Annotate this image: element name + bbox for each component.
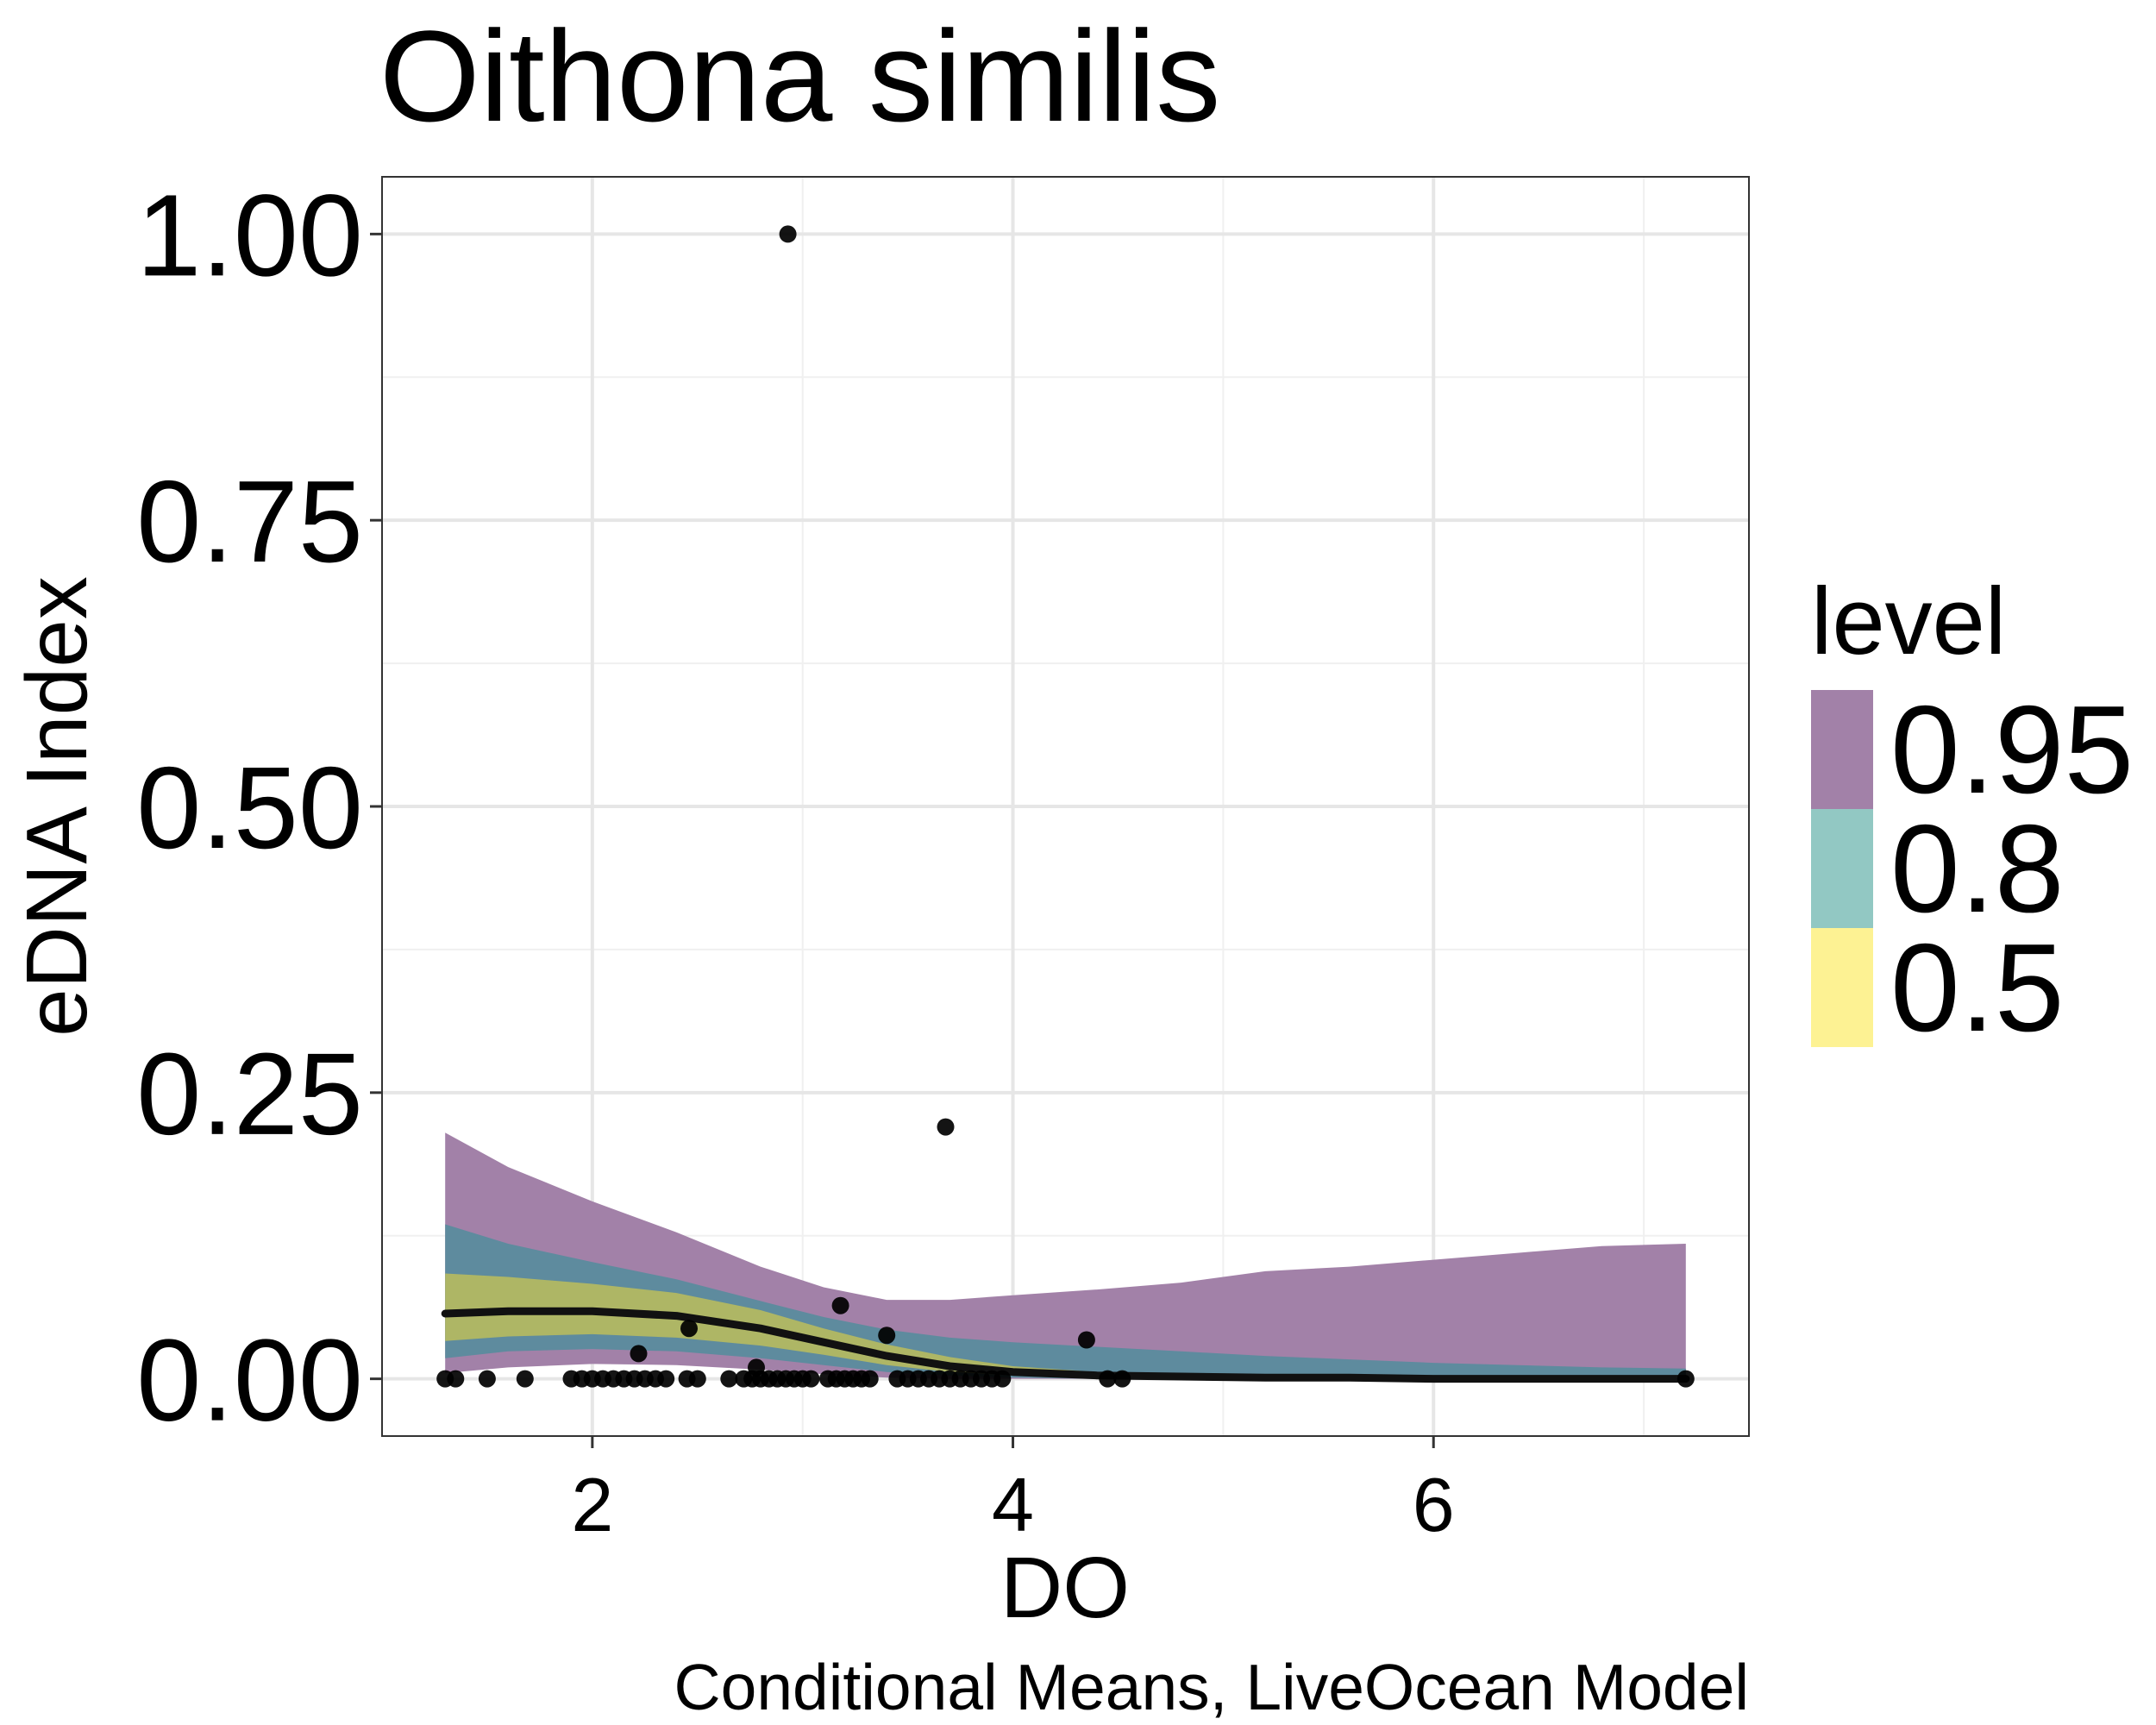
legend-label: 0.5 <box>1890 918 2065 1057</box>
y-tick-label: 0.00 <box>136 1315 363 1446</box>
data-point <box>1677 1370 1695 1388</box>
data-point <box>688 1370 706 1388</box>
data-point <box>478 1370 496 1388</box>
data-point <box>630 1345 648 1363</box>
data-point <box>516 1370 534 1388</box>
legend-key-0-8 <box>1811 809 1873 928</box>
legend-label: 0.8 <box>1890 799 2065 938</box>
x-axis-ticks: 2 4 6 <box>571 1436 1455 1547</box>
chart-caption: Conditional Means, LiveOcean Model <box>674 1651 1749 1723</box>
data-point <box>937 1118 955 1136</box>
data-point <box>878 1327 896 1345</box>
observed-points <box>436 225 1695 1388</box>
data-point <box>720 1370 738 1388</box>
data-point <box>802 1370 820 1388</box>
data-point <box>447 1370 465 1388</box>
x-axis-label: DO <box>1000 1540 1130 1636</box>
data-point <box>779 225 797 243</box>
legend-title: level <box>1811 568 2006 674</box>
data-point <box>1113 1370 1131 1388</box>
y-tick-label: 0.75 <box>136 456 363 586</box>
y-tick-label: 0.50 <box>136 743 363 873</box>
y-axis-label: eDNA Index <box>9 576 105 1037</box>
x-tick-label: 6 <box>1413 1462 1455 1547</box>
y-tick-label: 1.00 <box>136 170 363 300</box>
legend-key-0-5 <box>1811 928 1873 1047</box>
y-axis-ticks: 0.00 0.25 0.50 0.75 1.00 <box>136 170 382 1446</box>
y-tick-label: 0.25 <box>136 1029 363 1159</box>
data-point <box>1077 1331 1095 1349</box>
data-point <box>861 1370 879 1388</box>
legend-key-0-95 <box>1811 690 1873 809</box>
data-point <box>993 1370 1012 1388</box>
data-point <box>657 1370 675 1388</box>
legend-label: 0.95 <box>1890 680 2134 819</box>
conditional-mean-line <box>441 1307 1690 1383</box>
data-point <box>1099 1370 1117 1388</box>
x-tick-label: 4 <box>992 1462 1034 1547</box>
legend: level 0.950.80.5 <box>1811 568 2134 1057</box>
mean-line <box>441 1307 1690 1383</box>
x-tick-label: 2 <box>571 1462 613 1547</box>
data-point <box>680 1320 698 1338</box>
data-point <box>831 1296 849 1314</box>
chart-title: Oithona similis <box>379 3 1220 148</box>
